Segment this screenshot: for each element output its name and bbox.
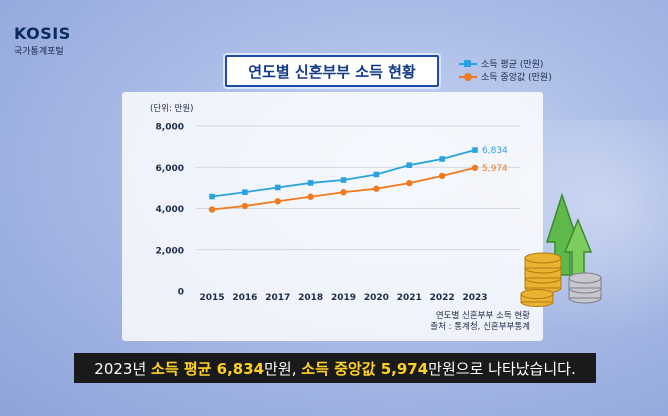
data-point-average bbox=[307, 180, 314, 186]
source-credit: 출처 : 통계청, 신혼부부통계 bbox=[430, 322, 530, 332]
y-unit-label: (단위: 만원) bbox=[150, 103, 193, 114]
chart-title-box: 연도별 신혼부부 소득 현황 bbox=[225, 55, 439, 87]
caption-part-1: 2023년 bbox=[94, 359, 152, 378]
legend-item-average: 소득 평균 (만원) bbox=[459, 57, 552, 70]
x-tick-label: 2023 bbox=[462, 293, 487, 303]
data-point-median bbox=[406, 179, 413, 187]
chart-source: 연도별 신혼부부 소득 현황 출처 : 통계청, 신혼부부통계 bbox=[390, 311, 530, 333]
x-tick-label: 2019 bbox=[331, 293, 356, 303]
data-point-median bbox=[373, 185, 380, 192]
data-point-median bbox=[208, 206, 216, 213]
kosis-logo: KOSIS 국가통계포털 bbox=[14, 24, 71, 57]
data-point-average bbox=[406, 162, 413, 168]
x-tick-label: 2022 bbox=[430, 293, 455, 303]
caption-bar: 2023년 소득 평균 6,834만원, 소득 중앙값 5,974만원으로 나타… bbox=[74, 353, 596, 383]
y-tick-label: 8,000 bbox=[156, 123, 184, 133]
data-point-median bbox=[438, 172, 446, 180]
circle-marker-icon bbox=[459, 72, 477, 82]
data-point-median bbox=[340, 189, 347, 196]
caption-text: 2023년 소득 평균 6,834만원, 소득 중앙값 5,974만원으로 나타… bbox=[94, 358, 575, 379]
series-line bbox=[211, 166, 476, 211]
data-point-average bbox=[242, 189, 248, 196]
x-tick-label: 2021 bbox=[397, 293, 422, 303]
y-tick-label: 0 bbox=[178, 288, 184, 298]
coins-and-arrows-illustration bbox=[520, 192, 602, 307]
chart-panel bbox=[122, 92, 543, 341]
x-tick-label: 2016 bbox=[232, 293, 257, 303]
chart-legend: 소득 평균 (만원) 소득 중앙값 (만원) bbox=[459, 57, 552, 83]
data-point-average bbox=[209, 193, 215, 200]
legend-label-average: 소득 평균 (만원) bbox=[481, 60, 544, 70]
x-tick-label: 2017 bbox=[265, 293, 290, 303]
caption-highlight-average: 소득 평균 6,834 bbox=[151, 359, 265, 378]
x-tick-label: 2020 bbox=[364, 293, 389, 303]
legend-label-median: 소득 중앙값 (만원) bbox=[481, 73, 552, 83]
caption-highlight-median: 소득 중앙값 5,974 bbox=[301, 359, 429, 378]
end-value-label: 5,974 bbox=[482, 164, 508, 174]
data-point-median bbox=[307, 193, 314, 200]
logo-brand: KOSIS bbox=[14, 24, 71, 43]
logo-subtitle: 국가통계포털 bbox=[14, 47, 64, 57]
x-tick-label: 2015 bbox=[199, 293, 224, 303]
data-point-median bbox=[471, 164, 479, 171]
end-value-label: 6,834 bbox=[482, 146, 508, 156]
source-title: 연도별 신혼부부 소득 현황 bbox=[435, 311, 530, 321]
data-point-average bbox=[472, 147, 478, 153]
data-point-median bbox=[241, 202, 249, 210]
y-tick-label: 6,000 bbox=[156, 164, 184, 174]
data-point-average bbox=[274, 184, 281, 191]
chart-title: 연도별 신혼부부 소득 현황 bbox=[248, 62, 416, 81]
data-point-average bbox=[439, 156, 445, 162]
y-tick-label: 4,000 bbox=[156, 205, 184, 215]
caption-part-2: 만원, bbox=[264, 359, 302, 378]
data-point-average bbox=[373, 171, 380, 178]
data-point-median bbox=[274, 198, 281, 205]
caption-part-3: 만원으로 나타났습니다. bbox=[428, 359, 576, 378]
data-point-average bbox=[340, 177, 347, 183]
x-tick-label: 2018 bbox=[298, 293, 323, 303]
square-marker-icon bbox=[459, 59, 477, 69]
y-tick-label: 2,000 bbox=[156, 246, 184, 256]
legend-item-median: 소득 중앙값 (만원) bbox=[459, 70, 552, 83]
